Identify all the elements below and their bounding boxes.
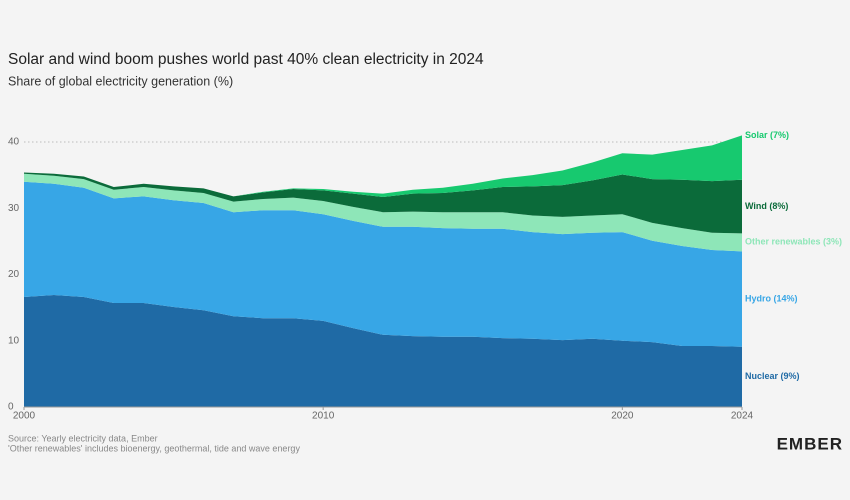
x-tick-label: 2020 xyxy=(611,411,634,422)
y-tick-label: 40 xyxy=(8,137,20,148)
areas xyxy=(24,135,742,408)
y-tick-label: 10 xyxy=(8,335,20,346)
area xyxy=(24,135,742,197)
grid: 0 10 20 30 40 2000 2010 2020 2024 xyxy=(8,137,754,422)
x-tick-label: 2024 xyxy=(731,411,754,422)
y-tick-label: 20 xyxy=(8,269,20,280)
chart-title: Solar and wind boom pushes world past 40… xyxy=(8,51,484,68)
series-label: Wind (8%) xyxy=(745,201,788,211)
source: Source: Yearly electricity data, Ember xyxy=(8,433,158,443)
labels: Nuclear (9%) Hydro (14%) Other renewables … xyxy=(745,130,842,381)
y-tick-label: 0 xyxy=(8,402,14,413)
y-tick-label: 30 xyxy=(8,203,20,214)
area xyxy=(24,172,742,234)
series-label: Other renewables (3%) xyxy=(745,237,842,247)
area xyxy=(24,181,742,347)
area xyxy=(24,295,742,407)
x-tick-label: 2010 xyxy=(312,411,335,422)
series-label: Hydro (14%) xyxy=(745,293,798,303)
series-label: Solar (7%) xyxy=(745,130,789,140)
series-label: Nuclear (9%) xyxy=(745,371,800,381)
area xyxy=(24,173,742,252)
chart-subtitle: Share of global electricity generation (… xyxy=(8,74,233,88)
brand-logo: EMBER xyxy=(777,434,843,453)
x-tick-label: 2000 xyxy=(13,411,36,422)
note: 'Other renewables' includes bioenergy, g… xyxy=(8,443,300,453)
